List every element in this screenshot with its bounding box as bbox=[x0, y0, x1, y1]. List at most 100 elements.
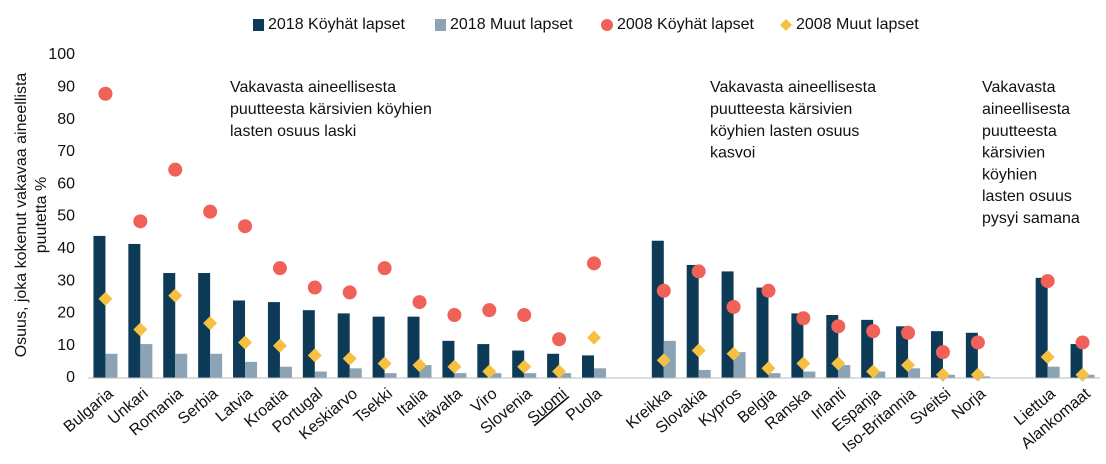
marker bbox=[168, 288, 183, 303]
bar bbox=[686, 264, 699, 378]
marker bbox=[552, 364, 567, 379]
marker bbox=[901, 325, 916, 340]
annotation: Vakavasta bbox=[982, 79, 1056, 96]
y-tick-label: 40 bbox=[57, 240, 75, 257]
marker bbox=[552, 332, 567, 347]
bar bbox=[721, 271, 734, 378]
annotation: puutteesta kärsivien köyhien bbox=[230, 101, 432, 118]
bar bbox=[489, 373, 502, 378]
annotation: lasten osuus bbox=[982, 188, 1072, 205]
marker bbox=[342, 285, 357, 300]
marker bbox=[517, 359, 532, 374]
marker bbox=[168, 162, 183, 177]
y-tick-label: 90 bbox=[57, 79, 75, 96]
marker bbox=[1075, 335, 1090, 350]
legend-label: 2018 Köyhät lapset bbox=[268, 16, 406, 33]
marker bbox=[761, 283, 776, 298]
marker bbox=[691, 264, 706, 279]
bar bbox=[140, 344, 153, 378]
legend-swatch bbox=[253, 19, 264, 31]
bar bbox=[1035, 277, 1048, 378]
bar bbox=[210, 353, 223, 378]
legend-swatch bbox=[601, 19, 613, 31]
legend-label: 2008 Köyhät lapset bbox=[617, 16, 755, 33]
bar bbox=[651, 240, 664, 378]
marker bbox=[307, 280, 322, 295]
marker bbox=[761, 361, 776, 376]
bar bbox=[105, 353, 118, 378]
x-tick-label: Puola bbox=[563, 385, 605, 424]
marker bbox=[831, 319, 846, 334]
marker bbox=[796, 356, 811, 371]
marker bbox=[901, 358, 916, 373]
marker bbox=[726, 299, 741, 314]
marker bbox=[98, 291, 113, 306]
annotation: pysyi samana bbox=[982, 210, 1080, 227]
bar bbox=[977, 376, 990, 378]
annotation: puutteesta bbox=[982, 123, 1057, 140]
bar bbox=[163, 273, 176, 378]
bar bbox=[756, 287, 769, 378]
y-axis-label: Osuus, joka kokenut vakavaa aineellista bbox=[13, 73, 30, 358]
bar bbox=[267, 302, 280, 378]
marker bbox=[1040, 350, 1055, 365]
marker bbox=[203, 316, 218, 331]
marker bbox=[342, 351, 357, 366]
annotation: lasten osuus laski bbox=[230, 123, 356, 140]
marker bbox=[656, 353, 671, 368]
marker bbox=[203, 204, 218, 219]
y-tick-label: 50 bbox=[57, 208, 75, 225]
bar bbox=[314, 371, 327, 378]
bar bbox=[198, 273, 211, 378]
x-tick-label: Suomi bbox=[525, 385, 571, 427]
bar bbox=[942, 374, 955, 378]
bar bbox=[873, 371, 886, 378]
y-axis-label: puutetta % bbox=[33, 177, 50, 254]
y-tick-label: 10 bbox=[57, 337, 75, 354]
bar bbox=[803, 371, 816, 378]
annotation: kärsivien bbox=[982, 145, 1045, 162]
marker bbox=[377, 356, 392, 371]
x-tick-label: Serbia bbox=[175, 385, 221, 428]
marker bbox=[691, 343, 706, 358]
bar bbox=[698, 369, 711, 378]
y-tick-label: 20 bbox=[57, 305, 75, 322]
bar bbox=[559, 373, 572, 378]
marker bbox=[272, 338, 287, 353]
bar bbox=[442, 340, 455, 378]
bar bbox=[337, 313, 350, 378]
y-tick-label: 100 bbox=[48, 46, 75, 63]
marker bbox=[238, 219, 253, 234]
bar bbox=[1070, 344, 1083, 378]
legend-swatch bbox=[435, 19, 446, 31]
bar bbox=[233, 300, 246, 378]
annotation: köyhien lasten osuus bbox=[710, 123, 859, 140]
bar bbox=[1047, 366, 1060, 378]
marker bbox=[307, 348, 322, 363]
marker bbox=[447, 359, 462, 374]
bar bbox=[93, 235, 106, 378]
marker bbox=[970, 335, 985, 350]
marker bbox=[133, 322, 148, 337]
marker bbox=[935, 345, 950, 360]
y-tick-label: 0 bbox=[66, 369, 75, 386]
bar bbox=[908, 368, 921, 378]
annotation: kasvoi bbox=[710, 145, 755, 162]
legend-label: 2008 Muut lapset bbox=[796, 16, 919, 33]
marker bbox=[238, 335, 253, 350]
marker bbox=[587, 330, 601, 345]
bar bbox=[768, 373, 781, 378]
x-tick-label: Norja bbox=[949, 385, 989, 423]
bar bbox=[524, 373, 537, 378]
bar bbox=[175, 353, 188, 378]
x-tick-label: Tsekki bbox=[351, 385, 396, 427]
marker bbox=[377, 261, 392, 276]
bar bbox=[582, 355, 594, 378]
marker bbox=[482, 364, 497, 379]
bar bbox=[512, 350, 525, 378]
x-tick-label: Bulgaria bbox=[61, 385, 117, 436]
annotation: köyhien bbox=[982, 166, 1037, 183]
legend-label: 2018 Muut lapset bbox=[450, 16, 573, 33]
legend-swatch bbox=[780, 19, 792, 31]
